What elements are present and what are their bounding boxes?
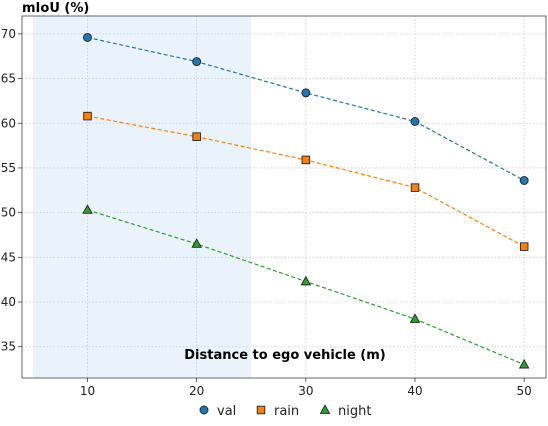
legend-marker-rain: [256, 405, 266, 415]
x-tick-label: 40: [407, 384, 422, 398]
y-tick-label: 50: [1, 206, 16, 220]
data-point-night: [191, 238, 202, 248]
data-point-val: [410, 117, 420, 126]
data-point-rain: [410, 183, 420, 192]
data-point-night: [82, 204, 93, 214]
legend-label-night: night: [338, 404, 371, 419]
series-line-val: [87, 36, 525, 181]
data-point-rain: [301, 155, 311, 165]
x-tick-label: 50: [517, 384, 532, 398]
legend-label-rain: rain: [274, 404, 299, 419]
series-layer: [82, 33, 530, 369]
data-point-val: [83, 33, 92, 42]
data-point-night: [518, 358, 530, 369]
data-point-night: [300, 275, 312, 286]
legend-label-val: val: [217, 404, 236, 419]
y-tick-label: 45: [1, 250, 16, 264]
data-point-night: [409, 313, 421, 323]
legend: val rain night: [199, 404, 371, 419]
data-point-val: [192, 57, 202, 67]
legend-item-val: val: [199, 404, 236, 419]
y-tick-label: 70: [1, 27, 16, 41]
legend-item-rain: rain: [256, 404, 299, 419]
x-tick-label: 20: [189, 384, 204, 398]
plot-frame: [21, 15, 547, 379]
y-axis-title: mIoU (%): [22, 1, 89, 16]
data-point-rain: [192, 132, 201, 141]
data-point-rain: [519, 242, 529, 251]
x-axis-title: Distance to ego vehicle (m): [184, 348, 385, 363]
highlight-band: [32, 16, 252, 378]
series-rain: [83, 111, 529, 251]
legend-marker-night: [319, 404, 331, 414]
x-tick-label: 10: [80, 384, 95, 398]
series-night: [82, 204, 530, 369]
y-tick-label: 65: [1, 72, 16, 86]
series-val: [83, 33, 529, 185]
data-point-val: [301, 88, 311, 98]
highlight-layer: [32, 16, 252, 378]
legend-marker-val: [199, 405, 209, 415]
y-tick-label: 60: [1, 116, 16, 130]
data-point-rain: [83, 111, 92, 121]
axes-layer: 10 20 30 40 50 35 40 45 50 55 60 65 70: [1, 15, 547, 398]
data-point-val: [519, 176, 529, 185]
y-tick-label: 55: [1, 161, 16, 175]
y-tick-label: 40: [1, 295, 16, 309]
y-tick-label: 35: [1, 340, 16, 354]
legend-item-night: night: [319, 404, 371, 419]
x-tick-label: 30: [298, 384, 313, 398]
